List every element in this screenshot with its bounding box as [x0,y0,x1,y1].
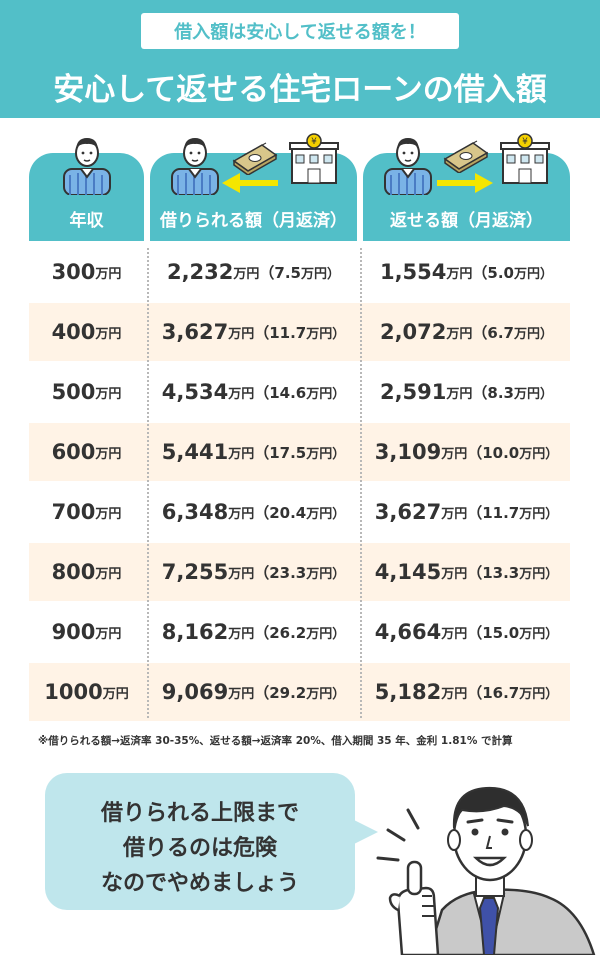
speech-bubble: 借りられる上限まで 借りるのは危険 なのでやめましょう [45,773,355,910]
borrowable-cell: 6,348 万円 （20.4 万円） [161,500,346,524]
column-header-income: 年収 [29,138,144,241]
bubble-line: 借りるのは危険 [122,836,277,861]
repayable-cell: 2,072 万円 （6.7 万円） [379,320,554,344]
person-icon [171,138,219,195]
column-divider [360,248,362,718]
borrowable-cell: 7,255 万円 （23.3 万円） [161,560,346,584]
bubble-line: なのでやめましょう [100,871,299,896]
borrowable-cell: 9,069 万円 （29.2 万円） [161,680,346,704]
table-row: 1000 万円 9,069 万円 （29.2 万円） 5,182 万円 （16.7 万円） [29,663,570,721]
person-icon [384,138,432,195]
income-cell: 900 万円 [51,620,122,644]
money-bundle-icon [232,142,278,175]
borrowable-cell: 8,162 万円 （26.2 万円） [161,620,346,644]
repayable-cell: 5,182 万円 （16.7 万円） [374,680,559,704]
header-banner: 借入額は安心して返せる額を！ 安心して返せる住宅ローンの借入額 [0,0,600,118]
borrowable-cell: 2,232 万円 （7.5 万円） [166,260,341,284]
table-row: 900 万円 8,162 万円 （26.2 万円） 4,664 万円 （15.0 万円） [29,603,570,661]
arrow-left-icon [222,173,278,193]
borrowable-cell: 3,627 万円 （11.7 万円） [161,320,346,344]
page-title: 安心して返せる住宅ローンの借入額 [53,71,547,108]
table-row: 400 万円 3,627 万円 （11.7 万円） 2,072 万円 （6.7 万円） [29,303,570,361]
income-cell: 500 万円 [51,380,122,404]
borrowable-cell: 5,441 万円 （17.5 万円） [161,440,346,464]
table-row: 500 万円 4,534 万円 （14.6 万円） 2,591 万円 （8.3 万円） [29,363,570,421]
income-cell: 800 万円 [51,560,122,584]
table-row: 600 万円 5,441 万円 （17.5 万円） 3,109 万円 （10.0 万円） [29,423,570,481]
repayable-cell: 3,109 万円 （10.0 万円） [374,440,559,464]
borrowable-cell: 4,534 万円 （14.6 万円） [161,380,346,404]
businessman-illustration [376,786,596,955]
bank-icon: ¥ [289,133,339,184]
income-cell: 1000 万円 [44,680,129,704]
repayable-cell: 3,627 万円 （11.7 万円） [374,500,559,524]
arrow-right-icon [437,173,493,193]
column-divider [147,248,149,718]
column-header-borrowable: ¥ 借りられる額（月返済） [150,133,357,241]
bubble-line: 借りられる上限まで [100,801,299,826]
repayable-cell: 2,591 万円 （8.3 万円） [379,380,554,404]
income-cell: 700 万円 [51,500,122,524]
column-label-income: 年収 [69,211,104,231]
person-icon [63,138,111,195]
column-label-borrowable: 借りられる額（月返済） [160,211,347,231]
speech-bubble-tail [350,818,378,846]
repayable-cell: 4,664 万円 （15.0 万円） [374,620,559,644]
income-cell: 600 万円 [51,440,122,464]
column-label-repayable: 返せる額（月返済） [390,211,543,231]
table-row: 300 万円 2,232 万円 （7.5 万円） 1,554 万円 （5.0 万円） [29,243,570,301]
svg-text:¥: ¥ [522,137,528,147]
income-cell: 400 万円 [51,320,122,344]
repayable-cell: 1,554 万円 （5.0 万円） [379,260,554,284]
money-bundle-icon [443,140,489,173]
footnote: ※借りられる額→返済率 30-35%、返せる額→返済率 20%、借入期間 35 … [38,735,513,747]
table-row: 700 万円 6,348 万円 （20.4 万円） 3,627 万円 （11.7 万円） [29,483,570,541]
bank-icon: ¥ [500,133,550,184]
table-row: 800 万円 7,255 万円 （23.3 万円） 4,145 万円 （13.3 万円） [29,543,570,601]
svg-text:¥: ¥ [311,137,317,147]
repayable-cell: 4,145 万円 （13.3 万円） [374,560,559,584]
column-header-repayable: ¥ 返せる額（月返済） [363,133,570,241]
header-subtitle: 借入額は安心して返せる額を！ [141,13,459,49]
income-cell: 300 万円 [51,260,122,284]
